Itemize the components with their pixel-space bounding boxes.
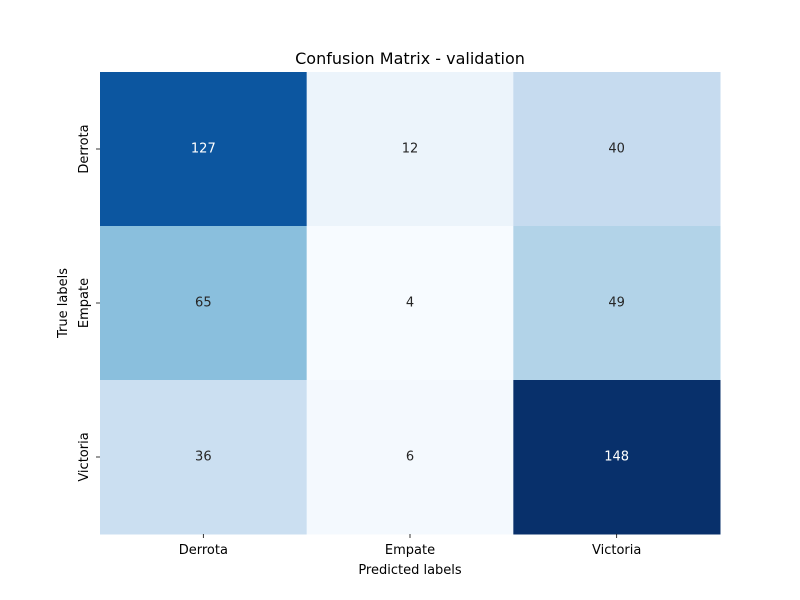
cell-value-1-2: 49: [608, 296, 625, 311]
x-tick-label-1: Empate: [385, 543, 435, 558]
cell-value-0-1: 12: [402, 142, 419, 157]
cell-value-0-0: 127: [191, 142, 216, 157]
y-tick-label-2: Victoria: [77, 432, 92, 481]
heatmap-cell-1-2: [513, 226, 721, 381]
heatmap-cell-0-1: [306, 72, 514, 227]
heatmap-cell-2-1: [306, 380, 514, 535]
x-axis-label: Predicted labels: [358, 563, 462, 578]
y-tick-label-1: Empate: [77, 278, 92, 328]
chart-title: Confusion Matrix - validation: [295, 49, 525, 68]
heatmap-cell-2-0: [100, 380, 308, 535]
x-tick-label-2: Victoria: [592, 543, 641, 558]
heatmap-cell-0-2: [513, 72, 721, 227]
heatmap-cell-2-2: [513, 380, 721, 535]
heatmap-cell-1-0: [100, 226, 308, 381]
heatmap-cell-0-0: [100, 72, 308, 227]
cell-value-2-0: 36: [195, 450, 212, 465]
y-tick-label-0: Derrota: [77, 124, 92, 173]
x-tick-label-0: Derrota: [179, 543, 228, 558]
heatmap-cells: 127 12 40 65 4 49 36 6 148: [100, 72, 721, 535]
cell-value-2-2: 148: [604, 450, 629, 465]
cell-value-1-1: 4: [406, 296, 414, 311]
x-axis-ticks: Derrota Empate Victoria: [179, 534, 641, 558]
y-axis-label: True labels: [56, 268, 71, 339]
y-axis-ticks: Derrota Empate Victoria: [77, 124, 100, 482]
heatmap-cell-1-1: [306, 226, 514, 381]
cell-value-2-1: 6: [406, 450, 414, 465]
cell-value-1-0: 65: [195, 296, 212, 311]
cell-value-0-2: 40: [608, 142, 625, 157]
